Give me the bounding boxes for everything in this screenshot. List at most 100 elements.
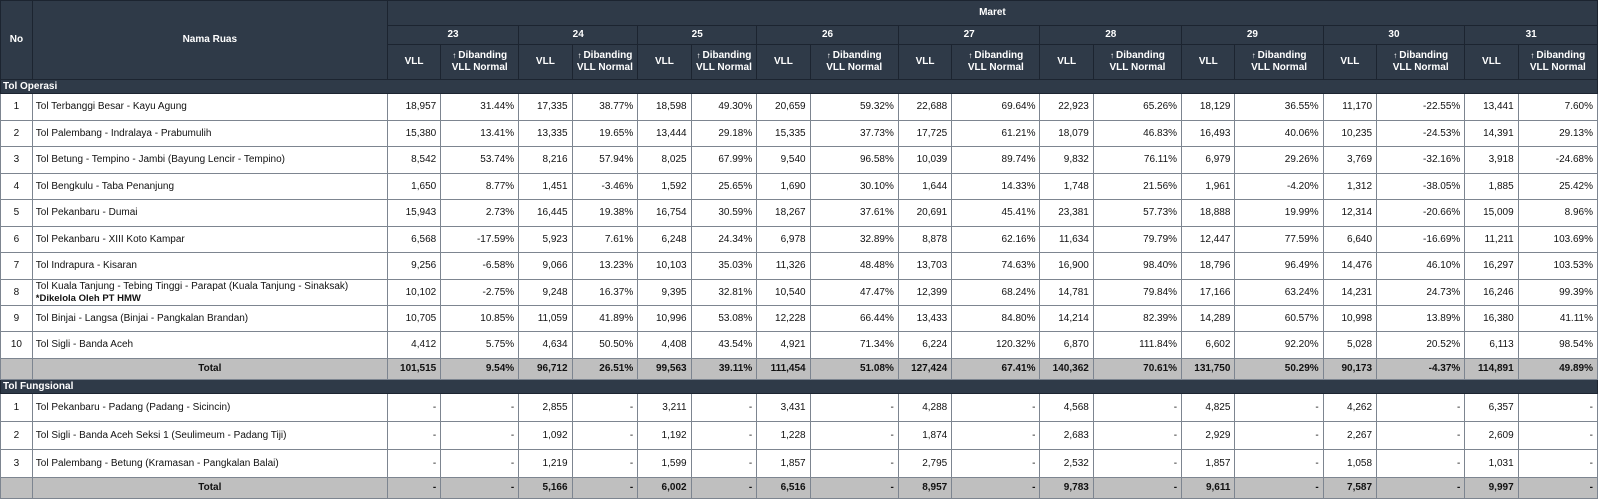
row-name: Tol Bengkulu - Taba Penanjung: [31, 172, 388, 200]
column-header-dibanding: ↑ Dibanding VLL Normal: [1092, 44, 1183, 80]
total-percent-cell: -: [690, 476, 758, 499]
vll-cell: 16,754: [637, 199, 692, 227]
vll-cell: 1,451: [518, 172, 573, 200]
sort-arrow-icon: ↑: [452, 51, 457, 60]
total-percent-cell: -: [1376, 476, 1466, 499]
vll-cell: 1,857: [756, 448, 811, 478]
vll-cell: 12,228: [756, 304, 811, 332]
percent-cell: -: [571, 420, 639, 450]
vll-cell: 11,634: [1039, 225, 1094, 253]
vll-cell: 1,599: [637, 448, 692, 478]
vll-cell: 8,216: [518, 146, 573, 174]
row-number: 3: [0, 146, 33, 174]
total-percent-cell: -: [440, 476, 520, 499]
total-vll-cell: 96,712: [518, 357, 573, 380]
row-name-text: Tol Bengkulu - Taba Penanjung: [35, 180, 175, 192]
vll-cell: 13,441: [1464, 93, 1519, 121]
vll-cell: 14,781: [1039, 278, 1094, 306]
sort-arrow-icon: ↑: [577, 51, 582, 60]
percent-cell: 21.56%: [1092, 172, 1183, 200]
vll-cell: 1,192: [637, 420, 692, 450]
percent-cell: 7.60%: [1517, 93, 1598, 121]
percent-cell: -: [1376, 392, 1466, 422]
vll-cell: 6,248: [637, 225, 692, 253]
table-row: 3 Tol Betung - Tempino - Jambi (Bayung Le…: [0, 146, 1598, 174]
column-header-nama-ruas: Nama Ruas: [31, 0, 388, 80]
percent-cell: 25.42%: [1517, 172, 1598, 200]
vll-cell: 10,705: [386, 304, 442, 332]
dibanding-line-1: ↑ Dibanding: [1523, 50, 1593, 62]
percent-cell: 99.39%: [1517, 278, 1598, 306]
vll-cell: 23,381: [1039, 199, 1094, 227]
total-vll-cell: 9,997: [1464, 476, 1519, 499]
percent-cell: 74.63%: [951, 252, 1041, 280]
column-header-dibanding: ↑ Dibanding VLL Normal: [809, 44, 899, 80]
total-vll-cell: 6,516: [756, 476, 811, 499]
vll-cell: 13,444: [637, 119, 692, 147]
vll-cell: -: [386, 392, 442, 422]
vll-cell: 1,058: [1322, 448, 1378, 478]
row-number: 9: [0, 304, 33, 332]
section-label: Tol Operasi: [0, 79, 1598, 94]
vll-cell: 13,335: [518, 119, 573, 147]
vll-cell: 1,092: [518, 420, 573, 450]
vll-cell: 13,703: [897, 252, 953, 280]
percent-cell: 46.10%: [1376, 252, 1466, 280]
total-label: Total: [31, 357, 388, 380]
vll-cell: 1,874: [897, 420, 953, 450]
dibanding-line-1: ↑ Dibanding: [696, 50, 753, 62]
vll-cell: 4,412: [386, 331, 442, 359]
row-name-text: Tol Pekanbaru - Dumai: [35, 207, 138, 219]
vll-cell: 9,540: [756, 146, 811, 174]
vll-cell: 14,214: [1039, 304, 1094, 332]
vll-cell: 1,592: [637, 172, 692, 200]
percent-cell: 24.73%: [1376, 278, 1466, 306]
header-row-sub: VLL ↑ Dibanding VLL Normal VLL ↑ Dibanding VLL …: [1, 44, 1598, 80]
dibanding-line-1: ↑ Dibanding: [445, 50, 514, 62]
table-row: 9 Tol Binjai - Langsa (Binjai - Pangkalan…: [0, 304, 1598, 332]
total-vll-cell: 90,173: [1322, 357, 1378, 380]
total-vll-cell: 101,515: [386, 357, 442, 380]
vll-cell: 18,267: [756, 199, 811, 227]
percent-cell: 79.79%: [1092, 225, 1183, 253]
sort-arrow-icon: ↑: [1110, 51, 1114, 60]
column-header-vll: VLL: [386, 44, 442, 80]
vll-cell: 18,079: [1039, 119, 1094, 147]
total-percent-cell: 9.54%: [440, 357, 520, 380]
vll-cell: 10,540: [756, 278, 811, 306]
dibanding-line-2: VLL Normal: [695, 62, 752, 73]
percent-cell: 49.30%: [690, 93, 758, 121]
dibanding-label: Dibanding: [1116, 50, 1165, 61]
percent-cell: 30.59%: [690, 199, 758, 227]
vll-cell: 2,683: [1039, 420, 1094, 450]
vll-cell: 1,885: [1464, 172, 1519, 200]
percent-cell: 5.75%: [440, 331, 520, 359]
percent-cell: 37.73%: [809, 119, 899, 147]
percent-cell: 53.74%: [440, 146, 520, 174]
percent-cell: -: [1234, 392, 1324, 422]
dibanding-line-2: VLL Normal: [826, 62, 883, 73]
row-number: 8: [0, 278, 33, 306]
row-name-text: Tol Binjai - Langsa (Binjai - Pangkalan …: [35, 312, 249, 324]
vll-cell: 1,690: [756, 172, 811, 200]
percent-cell: -: [440, 392, 520, 422]
vll-cell: 16,297: [1464, 252, 1519, 280]
row-name: Tol Palembang - Indralaya - Prabumulih: [31, 119, 388, 147]
table-row: 7 Tol Indrapura - Kisaran 9,256 -6.58% 9,066…: [0, 252, 1598, 280]
total-percent-cell: 51.08%: [809, 357, 899, 380]
row-name-text: Tol Sigli - Banda Aceh: [35, 339, 134, 351]
sort-arrow-icon: ↑: [1251, 51, 1256, 60]
dibanding-label: Dibanding: [1536, 50, 1586, 61]
dibanding-line-2: VLL Normal: [1392, 62, 1449, 73]
total-empty-cell: [0, 357, 33, 380]
vll-cell: 1,857: [1181, 448, 1236, 478]
percent-cell: 10.85%: [440, 304, 520, 332]
dibanding-label: Dibanding: [1257, 50, 1307, 61]
vll-cell: 20,659: [756, 93, 811, 121]
percent-cell: -32.16%: [1376, 146, 1466, 174]
vll-cell: 4,288: [897, 392, 953, 422]
vll-cell: 17,335: [518, 93, 573, 121]
sort-arrow-icon: ↑: [1393, 51, 1398, 60]
percent-cell: 76.11%: [1092, 146, 1183, 174]
